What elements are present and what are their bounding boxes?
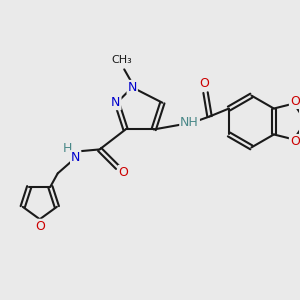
Text: N: N [128,81,137,94]
Text: O: O [200,77,209,90]
Text: O: O [290,135,300,148]
Text: O: O [118,166,128,179]
Text: CH₃: CH₃ [112,56,133,65]
Text: N: N [111,96,121,109]
Text: O: O [290,95,300,108]
Text: N: N [71,151,80,164]
Text: O: O [35,220,45,233]
Text: NH: NH [180,116,199,129]
Text: H: H [63,142,72,155]
